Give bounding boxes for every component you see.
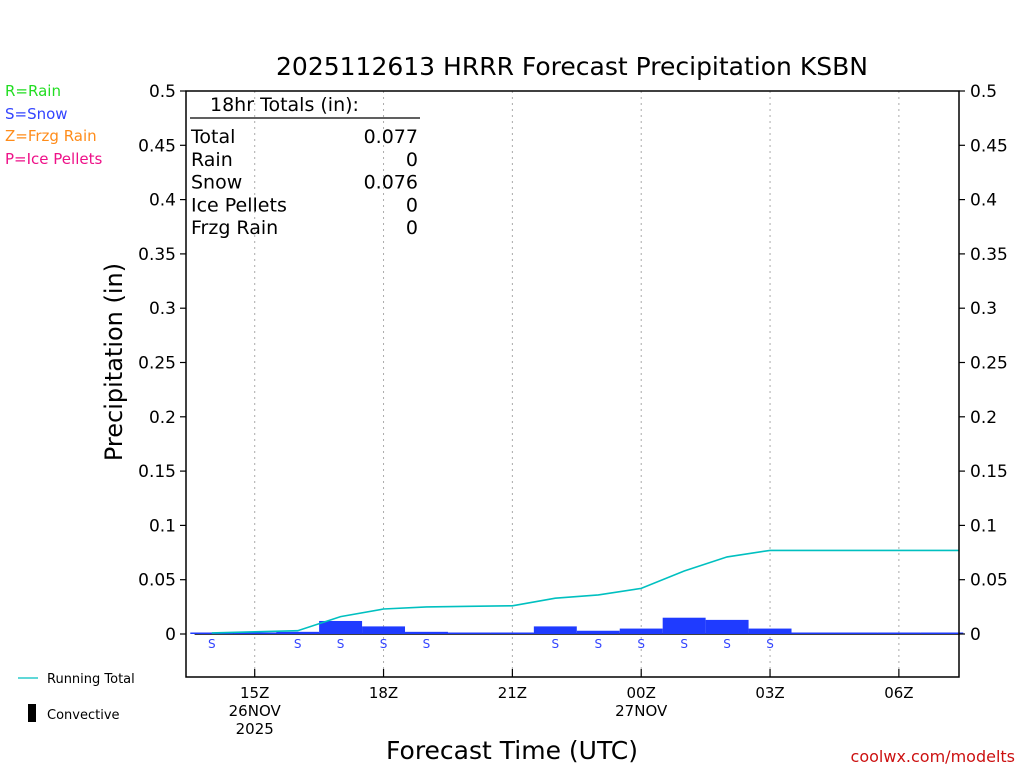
y-tick-label-right-2: 0.4 [970, 191, 997, 211]
x-gridlines [254, 91, 900, 677]
precip-type-16: S [294, 637, 302, 651]
precip-bar-19 [405, 631, 448, 634]
precip-bar-30 [877, 632, 921, 634]
running-total-line [211, 549, 959, 634]
y-tick-label-right-6: 0.2 [970, 408, 997, 428]
x-tick-label-4-0: 03Z [755, 684, 784, 702]
y-tick-label-right-10: 0 [970, 625, 981, 645]
credit-text: coolwx.com/modelts [851, 747, 1015, 766]
x-tick-label-5-0: 06Z [884, 684, 913, 702]
precip-bars [190, 617, 964, 635]
x-tick-label-3-1: 27NOV [615, 702, 668, 720]
y-tick-label-left-8: 0.1 [149, 516, 176, 536]
precip-bar-23 [576, 630, 620, 634]
totals-heading: 18hr Totals (in): [210, 94, 359, 116]
legend-snow: S=Snow [5, 105, 68, 123]
precip-bar-28 [791, 632, 835, 634]
y-tick-label-right-8: 0.1 [970, 516, 997, 536]
precip-bar-31 [920, 632, 964, 634]
legend-frzg-rain: Z=Frzg Rain [5, 127, 97, 145]
totals-value-3: 0 [406, 194, 418, 216]
totals-label-0: Total [190, 126, 235, 148]
y-tick-label-left-5: 0.25 [138, 354, 176, 374]
precip-type-25: S [680, 637, 688, 651]
precip-type-22: S [552, 637, 560, 651]
precip-bar-15 [233, 632, 277, 634]
precip-type-26: S [723, 637, 731, 651]
precip-type-23: S [594, 637, 602, 651]
y-axis-ticks: 0.5 0.5 0.45 0.45 0.4 0.4 0.35 0.35 0.3 0.3 0.25 0.… [138, 82, 1008, 645]
y-tick-label-right-7: 0.15 [970, 462, 1008, 482]
totals-rows: Total 0.077 Rain 0 Snow 0.076 Ice Pellets 0 Frzg… [190, 126, 418, 239]
running-total-legend-label: Running Total [47, 672, 135, 687]
y-tick-label-right-0: 0.5 [970, 82, 997, 102]
precip-bar-20 [447, 632, 491, 634]
totals-value-0: 0.077 [364, 126, 418, 148]
x-axis-label: Forecast Time (UTC) [386, 736, 638, 765]
y-tick-label-right-1: 0.45 [970, 136, 1008, 156]
y-tick-label-left-10: 0 [165, 625, 176, 645]
y-tick-label-right-5: 0.25 [970, 354, 1008, 374]
precip-bar-14 [190, 632, 234, 634]
precip-bar-24 [619, 628, 663, 634]
y-axis-label: Precipitation (in) [100, 263, 128, 461]
totals-value-1: 0 [406, 149, 418, 171]
x-tick-label-0-1: 26NOV [229, 702, 282, 720]
plot-frame [185, 90, 960, 678]
precip-type-17: S [337, 637, 345, 651]
y-tick-label-left-9: 0.05 [138, 571, 176, 591]
precip-bar-27 [748, 628, 792, 634]
chart-title: 2025112613 HRRR Forecast Precipitation K… [276, 52, 868, 81]
convective-swatch [28, 704, 36, 722]
precip-bar-25 [662, 617, 706, 634]
totals-value-2: 0.076 [364, 172, 418, 194]
running-total-series [211, 549, 959, 634]
precip-bar-22 [533, 626, 577, 634]
x-tick-label-3-0: 00Z [627, 684, 656, 702]
legend-rain: R=Rain [5, 82, 61, 100]
y-tick-label-left-4: 0.3 [149, 299, 176, 319]
y-tick-label-left-0: 0.5 [149, 82, 176, 102]
precip-type-14: S [208, 637, 216, 651]
y-tick-label-right-9: 0.05 [970, 571, 1008, 591]
y-tick-label-left-3: 0.35 [138, 245, 176, 265]
precip-bar-21 [490, 632, 534, 634]
totals-label-3: Ice Pellets [191, 194, 287, 216]
precip-type-19: S [423, 637, 431, 651]
precip-bar-17 [319, 620, 363, 634]
y-tick-label-left-2: 0.4 [149, 191, 176, 211]
x-tick-label-2-0: 21Z [498, 684, 527, 702]
precip-type-24: S [637, 637, 645, 651]
totals-value-4: 0 [406, 217, 418, 239]
y-tick-label-left-6: 0.2 [149, 408, 176, 428]
x-tick-label-1-0: 18Z [369, 684, 398, 702]
precip-type-legend: R=Rain S=Snow Z=Frzg Rain P=Ice Pellets [5, 82, 102, 168]
totals-box: 18hr Totals (in): Total 0.077 Rain 0 Snow 0.0… [190, 94, 420, 239]
totals-label-1: Rain [191, 149, 233, 171]
precip-bar-29 [834, 632, 878, 634]
y-tick-label-right-4: 0.3 [970, 299, 997, 319]
convective-legend-label: Convective [47, 708, 120, 723]
precip-bar-16 [276, 631, 320, 634]
precip-type-18: S [380, 637, 388, 651]
precip-bar-26 [705, 619, 749, 634]
precip-bar-18 [362, 626, 406, 634]
x-tick-label-0-2: 2025 [236, 720, 274, 738]
y-tick-label-left-1: 0.45 [138, 136, 176, 156]
bottom-legend: Running Total Convective [18, 672, 135, 723]
totals-label-2: Snow [191, 172, 242, 194]
y-tick-label-right-3: 0.35 [970, 245, 1008, 265]
precip-type-27: S [766, 637, 774, 651]
y-tick-label-left-7: 0.15 [138, 462, 176, 482]
legend-ice-pellets: P=Ice Pellets [5, 150, 102, 168]
totals-label-4: Frzg Rain [191, 217, 278, 239]
x-tick-label-0-0: 15Z [240, 684, 269, 702]
